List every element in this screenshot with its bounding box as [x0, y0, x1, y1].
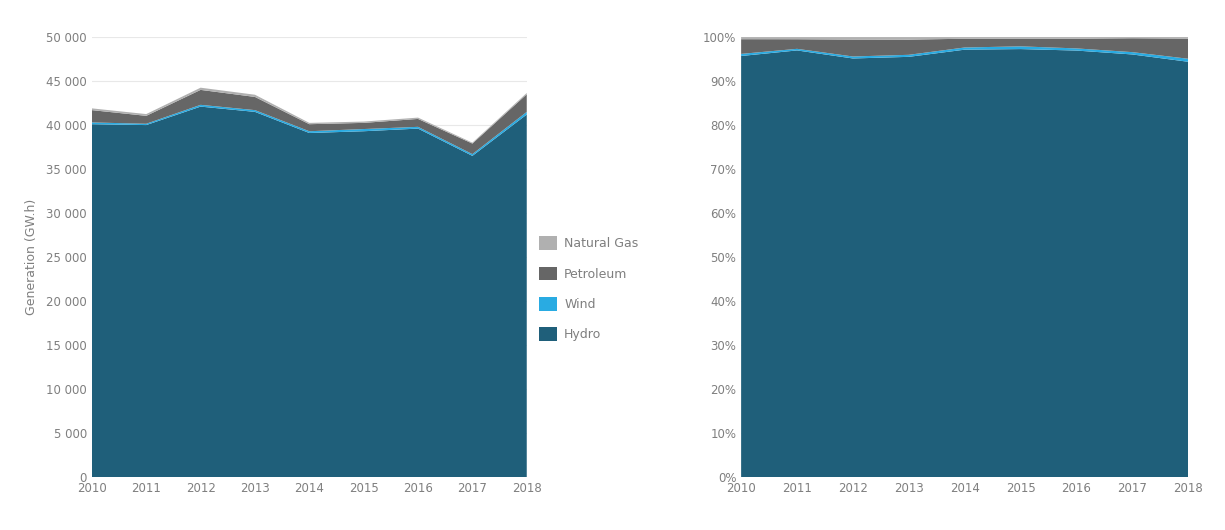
Y-axis label: Generation (GW.h): Generation (GW.h) [24, 199, 38, 315]
Legend: Natural Gas, Petroleum, Wind, Hydro: Natural Gas, Petroleum, Wind, Hydro [539, 236, 638, 341]
